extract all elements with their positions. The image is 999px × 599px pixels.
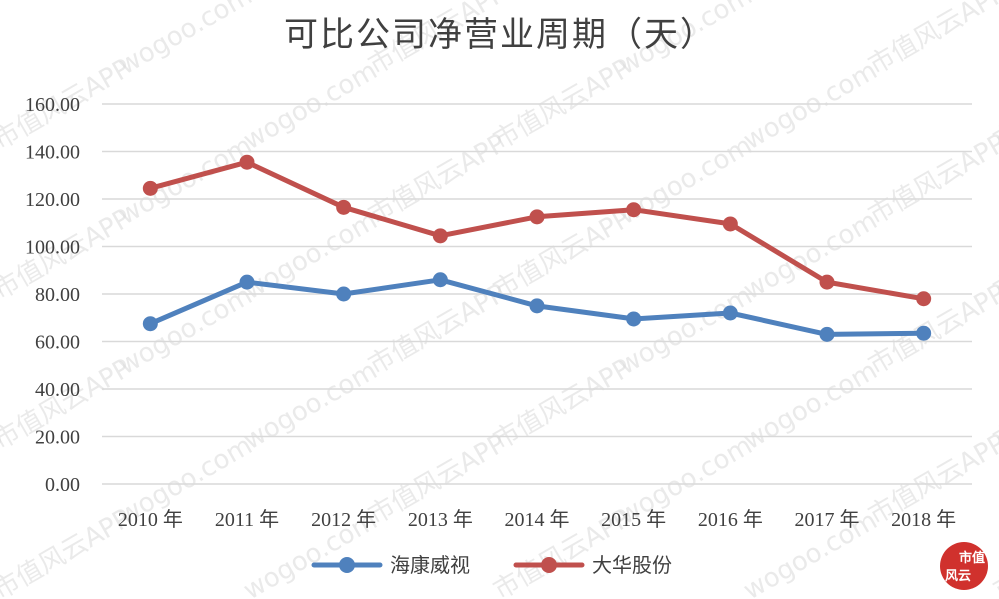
data-point <box>819 274 835 290</box>
y-tick-label: 140.00 <box>25 142 80 164</box>
watermark-text: 市值风云APP <box>989 504 999 599</box>
data-point <box>239 274 255 290</box>
data-point <box>529 209 545 225</box>
legend-swatch-marker <box>541 557 557 573</box>
watermark-text: 市值风云APP <box>864 129 999 232</box>
watermark-text: 市值风云APP <box>864 0 999 81</box>
watermark-text: wogoo.com <box>739 356 883 456</box>
brand-logo: 市值风云 <box>940 542 988 590</box>
data-point <box>336 199 352 215</box>
watermark-text: 市值风云APP <box>489 54 637 157</box>
logo-text: 风云 <box>945 569 971 584</box>
x-tick-label: 2016 年 <box>698 508 763 531</box>
data-point <box>432 228 448 244</box>
data-point <box>916 325 932 341</box>
x-tick-label: 2010 年 <box>118 508 183 531</box>
data-point <box>142 180 158 196</box>
legend-swatch-marker <box>339 557 355 573</box>
watermark-text: 市值风云APP <box>0 504 136 599</box>
data-point <box>142 316 158 332</box>
watermark-text: 市值风云APP <box>489 0 637 6</box>
x-axis-ticks: 2010 年 2011 年 2012 年 2013 年 2014 年 2015 年 2016… <box>118 508 956 531</box>
watermark-text: wogoo.com <box>114 0 258 81</box>
y-tick-label: 120.00 <box>25 189 80 211</box>
legend-label: 海康威视 <box>390 553 470 577</box>
legend: 海康威视 大华股份 <box>311 553 672 577</box>
x-tick-label: 2018 年 <box>891 508 956 531</box>
y-tick-label: 0.00 <box>45 474 80 496</box>
watermark-text: wogoo.com <box>739 0 883 6</box>
data-point <box>626 311 642 327</box>
watermark-text: wogoo.com <box>739 56 883 156</box>
series-layer <box>142 154 932 342</box>
watermark-text: wogoo.com <box>114 281 258 381</box>
watermark-text: 市值风云APP <box>489 354 637 457</box>
y-axis-ticks: 0.00 20.00 40.00 60.00 80.00 100.00 120.00 140.… <box>25 94 80 496</box>
watermark-text: 市值风云APP <box>0 0 11 81</box>
y-tick-label: 80.00 <box>35 284 80 306</box>
data-point <box>722 216 738 232</box>
watermark-text: wogoo.com <box>614 281 758 381</box>
watermark-text: 市值风云APP <box>0 0 136 6</box>
watermark-text: 市值风云APP <box>489 204 637 307</box>
watermark-text: 市值风云APP <box>364 129 512 232</box>
x-tick-label: 2011 年 <box>215 508 279 531</box>
data-point <box>529 298 545 314</box>
data-point <box>336 286 352 302</box>
data-point <box>819 326 835 342</box>
watermark-text: wogoo.com <box>239 356 383 456</box>
y-tick-label: 100.00 <box>25 237 80 259</box>
data-point <box>432 272 448 288</box>
chart-title: 可比公司净营业周期（天） <box>284 15 716 55</box>
y-tick-label: 60.00 <box>35 332 80 354</box>
data-point <box>239 154 255 170</box>
logo-badge <box>940 542 988 590</box>
data-point <box>722 305 738 321</box>
y-tick-label: 20.00 <box>35 427 80 449</box>
legend-label: 大华股份 <box>592 553 672 577</box>
data-point <box>916 291 932 307</box>
y-tick-label: 160.00 <box>25 94 80 116</box>
x-tick-label: 2017 年 <box>795 508 860 531</box>
x-tick-label: 2012 年 <box>311 508 376 531</box>
x-tick-label: 2013 年 <box>408 508 473 531</box>
logo-text: 市值 <box>959 550 985 566</box>
watermark-text: wogoo.com <box>739 206 883 306</box>
data-point <box>626 202 642 218</box>
watermark-text: wogoo.com <box>239 0 383 6</box>
x-tick-label: 2015 年 <box>601 508 666 531</box>
x-tick-label: 2014 年 <box>505 508 570 531</box>
y-tick-label: 40.00 <box>35 379 80 401</box>
watermark-text: wogoo.com <box>239 56 383 156</box>
